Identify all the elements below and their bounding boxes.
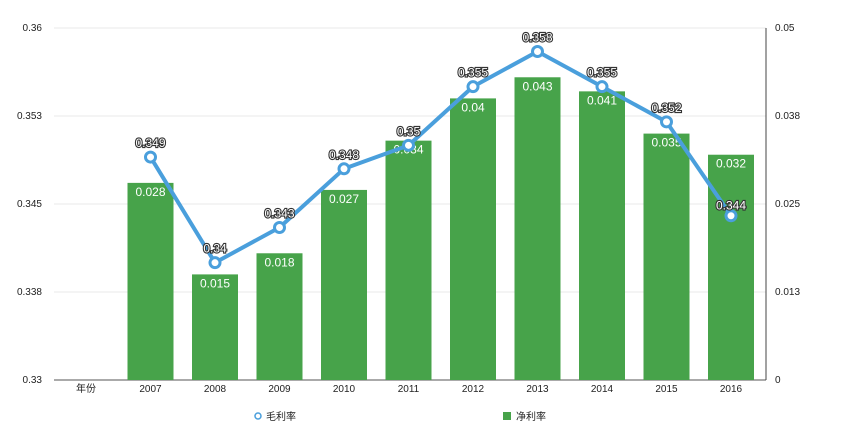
x-tick-label: 2013 — [526, 384, 549, 395]
line-point — [337, 162, 351, 176]
legend-line-marker — [254, 412, 262, 420]
legend: 毛利率 净利率 — [254, 410, 546, 423]
x-tick-label: 2011 — [398, 384, 420, 395]
bar — [450, 98, 496, 381]
line-point — [724, 209, 738, 223]
line-point — [208, 256, 222, 270]
bar — [579, 91, 625, 381]
bar — [192, 274, 238, 380]
y-left-tick-label: 0.338 — [17, 287, 42, 298]
bar-value-label: 0.018 — [264, 255, 294, 269]
bar-value-label: 0.032 — [716, 157, 746, 171]
y-left-tick-label: 0.36 — [23, 23, 43, 34]
bar — [385, 140, 432, 380]
x-axis-title: 年份 — [76, 382, 96, 395]
line-value-label: 0.35 — [397, 124, 421, 138]
x-tick-label: 2016 — [720, 384, 743, 395]
bar-series — [127, 77, 754, 381]
y-right-tick-label: 0 — [775, 375, 781, 386]
x-tick-label: 2015 — [655, 384, 678, 395]
bar — [708, 154, 754, 380]
left-y-axis: 0.33 0.338 0.345 0.353 0.36 — [17, 23, 42, 386]
x-tick-label: 2009 — [268, 384, 291, 395]
x-tick-label: 2007 — [139, 384, 162, 395]
bar-data-labels: 0.0280.0150.0180.0270.0340.040.0430.0410… — [135, 79, 746, 290]
y-right-tick-label: 0.038 — [775, 111, 800, 122]
line-value-label: 0.348 — [329, 148, 359, 162]
line-point — [660, 115, 673, 129]
line-value-label: 0.355 — [587, 66, 617, 80]
line-point — [144, 150, 157, 164]
y-left-tick-label: 0.353 — [17, 111, 42, 122]
line-point — [466, 80, 480, 94]
x-tick-label: 2012 — [462, 384, 485, 395]
right-y-axis: 0 0.013 0.025 0.038 0.05 — [765, 23, 800, 386]
bar-value-label: 0.035 — [651, 136, 681, 150]
legend-bar-marker — [503, 412, 511, 420]
y-right-tick-label: 0.05 — [775, 23, 795, 34]
y-left-tick-label: 0.33 — [23, 375, 43, 386]
bar — [643, 133, 690, 380]
line-point — [531, 44, 544, 58]
bar — [514, 77, 561, 380]
legend-line-label: 毛利率 — [266, 410, 296, 423]
line-series — [144, 44, 738, 270]
line-value-label: 0.343 — [264, 206, 294, 220]
line-value-label: 0.355 — [458, 66, 488, 80]
line-value-label: 0.352 — [651, 101, 681, 115]
bar — [127, 182, 174, 380]
bar-value-label: 0.027 — [329, 192, 359, 206]
x-axis: 年份 2007 2008 2009 2010 2011 2012 2013 2014 2015 2… — [76, 382, 743, 395]
y-right-tick-label: 0.025 — [775, 199, 800, 210]
line-value-label: 0.358 — [522, 30, 552, 44]
line-value-label: 0.34 — [203, 242, 227, 256]
y-left-tick-label: 0.345 — [17, 199, 42, 210]
line-data-labels: 0.349 0.34 0.343 0.348 0.35 0.355 0.358 0.355 0.… — [134, 29, 747, 256]
line-path — [148, 49, 733, 265]
x-tick-label: 2014 — [591, 384, 614, 395]
y-right-tick-label: 0.013 — [775, 287, 800, 298]
line-value-label: 0.349 — [135, 136, 165, 150]
bar-value-label: 0.04 — [461, 100, 485, 114]
bar-value-label: 0.041 — [587, 93, 617, 107]
bar-value-label: 0.043 — [522, 79, 552, 93]
bar-value-label: 0.015 — [200, 276, 230, 290]
bar — [256, 253, 303, 380]
x-tick-label: 2010 — [333, 384, 356, 395]
legend-bar-label: 净利率 — [516, 410, 546, 423]
line-point — [273, 220, 286, 234]
line-value-label: 0.344 — [716, 199, 746, 213]
line-point — [595, 80, 609, 94]
x-tick-label: 2008 — [204, 384, 227, 395]
bar-value-label: 0.028 — [135, 185, 165, 199]
bar — [321, 189, 367, 380]
line-point — [402, 138, 415, 152]
